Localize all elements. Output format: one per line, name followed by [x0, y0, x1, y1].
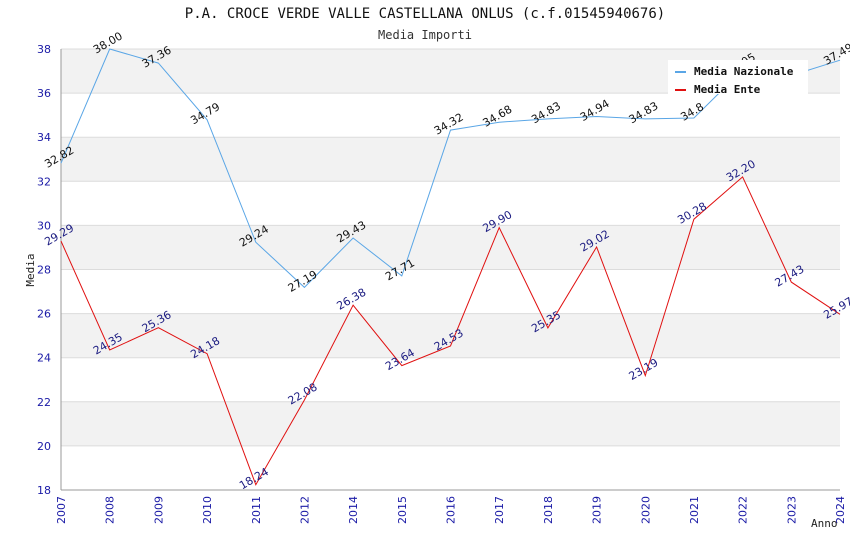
- data-label-ente: 18.24: [237, 465, 271, 492]
- x-tick-label: 2008: [104, 496, 117, 524]
- legend-box: [668, 60, 808, 94]
- data-label-nazionale: 34.68: [481, 103, 515, 130]
- data-label-nazionale: 34.32: [432, 111, 466, 138]
- x-axis-label: Anno: [811, 517, 838, 530]
- data-label-nazionale: 34.8: [678, 100, 706, 124]
- y-tick-label: 36: [37, 87, 51, 100]
- x-tick-label: 2015: [396, 496, 409, 524]
- chart-subtitle: Media Importi: [378, 28, 472, 42]
- data-label-ente: 23.19: [627, 356, 661, 383]
- plot-band: [61, 137, 840, 182]
- data-label-nazionale: 27.19: [286, 268, 320, 295]
- x-tick-label: 2010: [201, 496, 214, 524]
- x-tick-label: 2016: [445, 496, 458, 524]
- x-tick-label: 2014: [347, 496, 360, 524]
- x-tick-label: 2007: [55, 496, 68, 524]
- x-tick-label: 2020: [639, 496, 652, 524]
- plot-band: [61, 313, 840, 358]
- legend-label-nazionale: Media Nazionale: [694, 65, 794, 78]
- x-tick-label: 2024: [834, 496, 847, 524]
- y-tick-label: 38: [37, 43, 51, 56]
- y-axis-label: Media: [24, 253, 37, 286]
- y-tick-label: 24: [37, 352, 51, 365]
- plot-band: [61, 225, 840, 270]
- y-tick-label: 32: [37, 175, 51, 188]
- chart-title: P.A. CROCE VERDE VALLE CASTELLANA ONLUS …: [185, 6, 665, 22]
- y-tick-label: 30: [37, 219, 51, 232]
- series-lines: [60, 48, 841, 486]
- grid-lines: [61, 48, 840, 491]
- x-tick-labels: 2007 2008 2009 2010 2011 2012 2014 2015 2016 2017…: [55, 496, 847, 524]
- series-line-ente: [60, 176, 841, 486]
- x-tick-label: 2019: [591, 496, 604, 524]
- x-tick-label: 2021: [688, 496, 701, 524]
- y-tick-label: 18: [37, 484, 51, 497]
- y-tick-label: 26: [37, 308, 51, 321]
- y-tick-label: 22: [37, 396, 51, 409]
- y-tick-label: 28: [37, 264, 51, 277]
- data-label-nazionale: 34.83: [529, 99, 563, 126]
- y-tick-label: 20: [37, 440, 51, 453]
- legend-label-ente: Media Ente: [694, 83, 761, 96]
- x-tick-label: 2012: [298, 496, 311, 524]
- x-tick-label: 2009: [152, 496, 165, 524]
- data-label-nazionale: 34.83: [627, 99, 661, 126]
- series-line-nazionale: [60, 48, 841, 289]
- plot-band: [61, 401, 840, 446]
- plot-bands: [61, 49, 840, 446]
- data-label-ente: 30.28: [675, 200, 709, 227]
- x-tick-label: 2023: [785, 496, 798, 524]
- y-tick-label: 34: [37, 131, 51, 144]
- y-tick-labels: 18 20 22 24 26 28 30 32 34 36 38: [37, 43, 51, 497]
- axes: [60, 49, 840, 491]
- x-tick-label: 2017: [493, 496, 506, 524]
- x-tick-label: 2011: [250, 496, 263, 524]
- legend: Media Nazionale Media Ente: [668, 60, 808, 96]
- x-tick-label: 2022: [737, 496, 750, 524]
- x-tick-label: 2018: [542, 496, 555, 524]
- data-label-nazionale: 34.94: [578, 97, 612, 124]
